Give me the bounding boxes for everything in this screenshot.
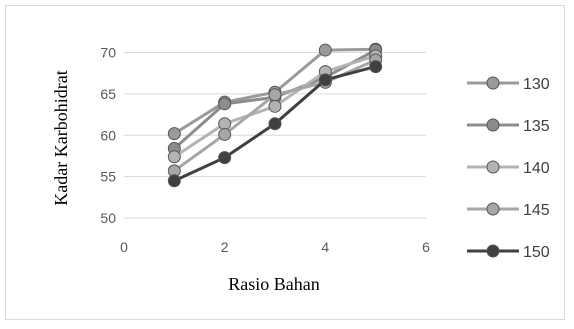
y-tick-label: 70 bbox=[100, 45, 116, 61]
series-150 bbox=[167, 60, 383, 188]
y-tick-label: 55 bbox=[100, 169, 116, 185]
data-point bbox=[268, 88, 282, 102]
legend-item-150: 150 bbox=[467, 244, 550, 261]
data-point bbox=[268, 117, 282, 131]
y-tick-label: 60 bbox=[100, 127, 116, 143]
legend-item-130: 130 bbox=[467, 76, 550, 93]
x-tick-labels: 0 2 4 6 bbox=[120, 239, 430, 255]
legend-label: 130 bbox=[523, 76, 550, 93]
x-tick-label: 2 bbox=[221, 239, 229, 255]
legend-label: 140 bbox=[523, 160, 550, 177]
x-tick-label: 0 bbox=[120, 239, 128, 255]
data-point bbox=[268, 99, 282, 113]
data-point bbox=[318, 43, 332, 57]
series-layer bbox=[167, 42, 383, 188]
y-tick-label: 50 bbox=[100, 210, 116, 226]
data-point bbox=[369, 60, 383, 74]
data-point bbox=[167, 127, 181, 141]
legend-item-135: 135 bbox=[467, 118, 550, 135]
legend: 130 135 140 145 150 bbox=[467, 76, 550, 261]
data-point bbox=[318, 73, 332, 87]
legend-marker bbox=[486, 244, 500, 258]
legend-label: 135 bbox=[523, 118, 550, 135]
y-tick-labels: 50 55 60 65 70 bbox=[100, 45, 116, 226]
data-point bbox=[167, 150, 181, 164]
data-point bbox=[218, 117, 232, 131]
legend-marker bbox=[486, 118, 500, 132]
legend-label: 145 bbox=[523, 202, 550, 219]
chart-frame bbox=[5, 5, 565, 320]
data-point bbox=[218, 151, 232, 165]
x-tick-label: 6 bbox=[422, 239, 430, 255]
legend-marker bbox=[486, 76, 500, 90]
legend-marker bbox=[486, 202, 500, 216]
data-point bbox=[218, 127, 232, 141]
legend-marker bbox=[486, 160, 500, 174]
x-tick-label: 4 bbox=[321, 239, 329, 255]
data-point bbox=[167, 174, 181, 188]
legend-label: 150 bbox=[523, 244, 550, 261]
legend-item-145: 145 bbox=[467, 202, 550, 219]
y-axis-label: Kadar Karbohidrat bbox=[51, 70, 71, 205]
legend-item-140: 140 bbox=[467, 160, 550, 177]
series-140 bbox=[167, 49, 383, 164]
x-axis-label: Rasio Bahan bbox=[228, 274, 320, 294]
data-point bbox=[218, 97, 232, 111]
y-tick-label: 65 bbox=[100, 86, 116, 102]
